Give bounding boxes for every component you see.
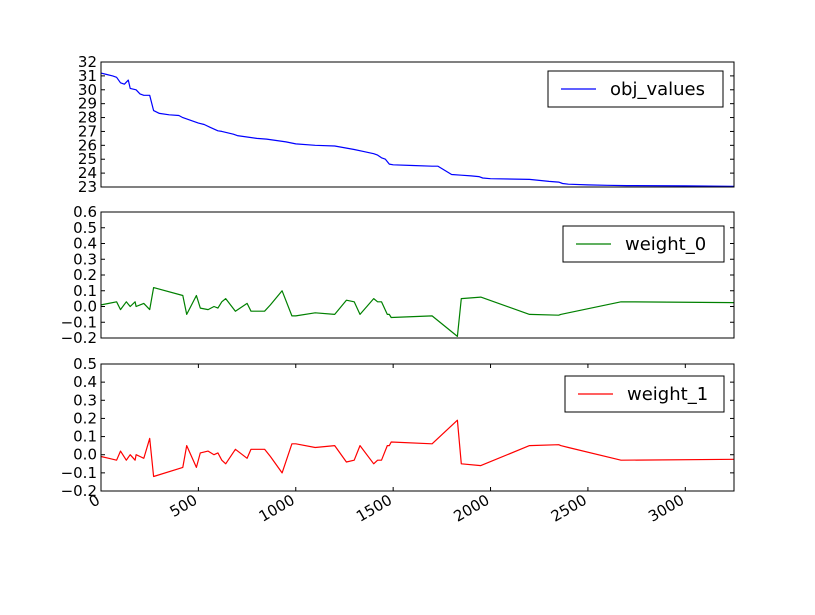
subplot-3: −0.2−0.10.00.10.20.30.40.5 0 500 1000 1500 20… [61, 355, 735, 526]
series-line-weight_1 [100, 419, 735, 478]
x-tick-label: 2000 [450, 491, 492, 526]
plot-frame [100, 211, 735, 339]
y-tick-label: 0.5 [73, 355, 97, 373]
y-tick-label: 24 [78, 164, 97, 182]
plot-frame [100, 61, 735, 188]
legend: weight_1 [564, 375, 725, 413]
y-tick-label: −0.1 [61, 464, 97, 482]
series-line-obj_values [100, 72, 735, 187]
legend: weight_0 [562, 225, 725, 263]
x-tick-label: 0 [86, 491, 103, 511]
y-tick-label: 30 [78, 81, 97, 99]
subplot-2: −0.2−0.10.00.10.20.30.40.50.6 weight_0 [61, 203, 735, 347]
y-tick-label: 0.3 [73, 250, 97, 268]
x-tick-label: 2500 [548, 491, 590, 526]
legend: obj_values [547, 70, 724, 108]
y-tick-label: 29 [78, 95, 97, 113]
y-tick-label: 26 [78, 136, 97, 154]
y-tick-label: 0.0 [73, 298, 97, 316]
y-tick-label: 0.5 [73, 219, 97, 237]
y-tick-label: 0.3 [73, 391, 97, 409]
x-tick-label: 3000 [645, 491, 687, 526]
y-tick-label: 27 [78, 122, 97, 140]
y-tick-label: −0.1 [61, 313, 97, 331]
series-line-weight_0 [100, 287, 735, 337]
legend-label: weight_0 [625, 234, 706, 255]
y-tick-label: 31 [78, 67, 97, 85]
y-tick-label: 0.2 [73, 266, 97, 284]
y-tick-label: 0.4 [73, 235, 97, 253]
x-tick-label: 1500 [353, 491, 395, 526]
legend-label: weight_1 [627, 384, 708, 405]
y-tick-label: 0.1 [73, 428, 97, 446]
y-tick-label: 32 [78, 53, 97, 71]
legend-label: obj_values [610, 79, 705, 100]
x-tick-label: 1000 [256, 491, 298, 526]
plot-frame [100, 363, 735, 492]
y-tick-label: 0.2 [73, 409, 97, 427]
y-tick-label: 0.0 [73, 446, 97, 464]
y-tick-label: 0.1 [73, 282, 97, 300]
y-tick-label: 0.4 [73, 373, 97, 391]
y-tick-label: 23 [78, 178, 97, 196]
y-tick-label: 25 [78, 150, 97, 168]
y-tick-label: −0.2 [61, 482, 97, 500]
y-tick-label: 28 [78, 109, 97, 127]
y-tick-label: 0.6 [73, 203, 97, 221]
x-tick-label: 500 [167, 491, 201, 521]
y-tick-label: −0.2 [61, 329, 97, 347]
